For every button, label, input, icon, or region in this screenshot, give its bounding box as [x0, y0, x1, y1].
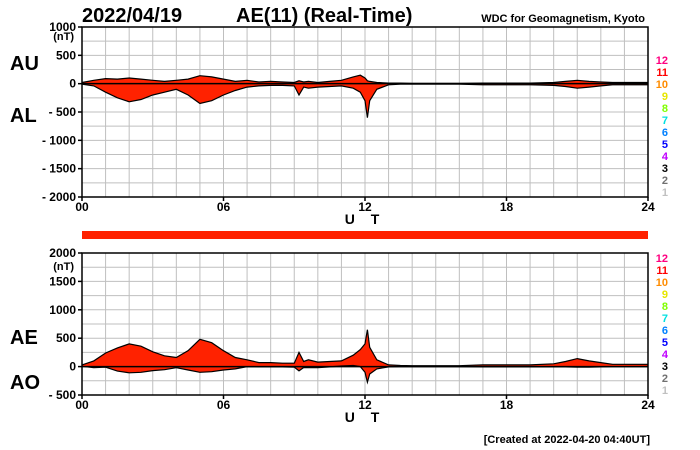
au-al-lower-line — [81, 83, 648, 118]
au-al-station-count-7: 7 — [662, 115, 668, 127]
au-al-x-tick-label: 06 — [217, 200, 231, 214]
au-al-x-tick-label: 00 — [75, 200, 89, 214]
au-al-unit: (nT) — [53, 31, 74, 43]
ae-ao-station-count-4: 4 — [662, 349, 669, 361]
ae-ao-x-tick-label: 24 — [641, 398, 655, 412]
ae-ao-station-count-10: 10 — [656, 277, 668, 289]
ae-ao-station-count-2: 2 — [662, 373, 668, 385]
au-al-y-tick-label: 1000 — [49, 20, 76, 34]
au-al-station-count-12: 12 — [656, 55, 668, 67]
au-al-x-tick-label: 24 — [641, 200, 655, 214]
ae-ao-station-count-11: 11 — [656, 265, 668, 277]
ae-ao-fill — [82, 329, 648, 383]
au-al-station-count-6: 6 — [662, 127, 668, 139]
au-label: AU — [10, 53, 39, 75]
au-al-x-ticks: 00 06 12 18 24 — [75, 197, 655, 214]
au-al-station-count-1: 1 — [662, 187, 668, 199]
au-al-station-count-10: 10 — [656, 79, 668, 91]
ae-ao-unit: (nT) — [53, 261, 74, 273]
au-al-grid — [82, 27, 648, 197]
au-al-station-count-5: 5 — [662, 139, 668, 151]
au-al-y-tick-label: - 1000 — [42, 133, 76, 147]
ae-ao-y-tick-label: 500 — [56, 331, 76, 345]
ae-ao-y-ticks: 2000 1500 1000 500 0 - 500 — [49, 246, 82, 402]
ae-ao-station-count-5: 5 — [662, 337, 668, 349]
au-al-upper-line — [81, 74, 648, 84]
au-al-station-count-4: 4 — [662, 151, 669, 163]
ae-ao-y-tick-label: 2000 — [49, 246, 76, 260]
ae-ao-y-tick-label: 0 — [69, 360, 76, 374]
au-al-area — [81, 74, 648, 118]
ae-ao-x-label: U T — [345, 409, 386, 425]
au-al-station-count-8: 8 — [662, 103, 668, 115]
au-al-station-count-9: 9 — [662, 91, 668, 103]
au-al-x-tick-label: 18 — [500, 200, 514, 214]
ae-ao-station-count-8: 8 — [662, 301, 668, 313]
ae-ao-x-tick-label: 00 — [75, 398, 89, 412]
ae-ao-x-tick-label: 12 — [358, 398, 372, 412]
au-al-y-tick-label: - 1500 — [42, 162, 76, 176]
al-label: AL — [10, 105, 37, 127]
ae-ao-station-count-7: 7 — [662, 313, 668, 325]
ae-ao-station-count-6: 6 — [662, 325, 668, 337]
au-al-y-ticks: 1000 500 0 - 500 - 1000 - 1500 - 2000 — [42, 20, 82, 204]
au-al-station-count-3: 3 — [662, 163, 668, 175]
ae-ao-grid — [82, 253, 648, 395]
ae-label: AE — [10, 327, 38, 349]
ae-ao-station-count-9: 9 — [662, 289, 668, 301]
ae-ao-upper-line — [81, 329, 648, 367]
ae-ao-y-tick-label: 1000 — [49, 303, 76, 317]
ae-ao-y-tick-label: 1500 — [49, 274, 76, 288]
ae-ao-x-tick-label: 18 — [500, 398, 514, 412]
data-availability-bar — [82, 231, 648, 239]
created-timestamp: [Created at 2022-04-20 04:40UT] — [484, 434, 651, 446]
ae-ao-y-tick-label: - 500 — [49, 388, 77, 402]
ao-label: AO — [10, 372, 40, 394]
source-label: WDC for Geomagnetism, Kyoto — [481, 13, 645, 25]
ae-ao-station-count-12: 12 — [656, 253, 668, 265]
au-al-fill — [82, 75, 648, 118]
chart-title: AE(11) (Real-Time) — [236, 5, 412, 27]
au-al-x-label: U T — [345, 211, 386, 227]
au-al-x-tick-label: 12 — [358, 200, 372, 214]
ae-ao-x-ticks: 00 06 12 18 24 — [75, 395, 655, 412]
ae-ao-x-tick-label: 06 — [217, 398, 231, 412]
au-al-y-tick-label: 500 — [56, 48, 76, 62]
au-al-y-tick-label: 0 — [69, 77, 76, 91]
au-al-station-count-11: 11 — [656, 67, 668, 79]
au-al-y-tick-label: - 2000 — [42, 190, 76, 204]
au-al-y-tick-label: - 500 — [49, 105, 77, 119]
date-title: 2022/04/19 — [82, 5, 182, 27]
ae-ao-station-count-3: 3 — [662, 361, 668, 373]
ae-ao-station-count-1: 1 — [662, 385, 668, 397]
au-al-station-count-2: 2 — [662, 175, 668, 187]
